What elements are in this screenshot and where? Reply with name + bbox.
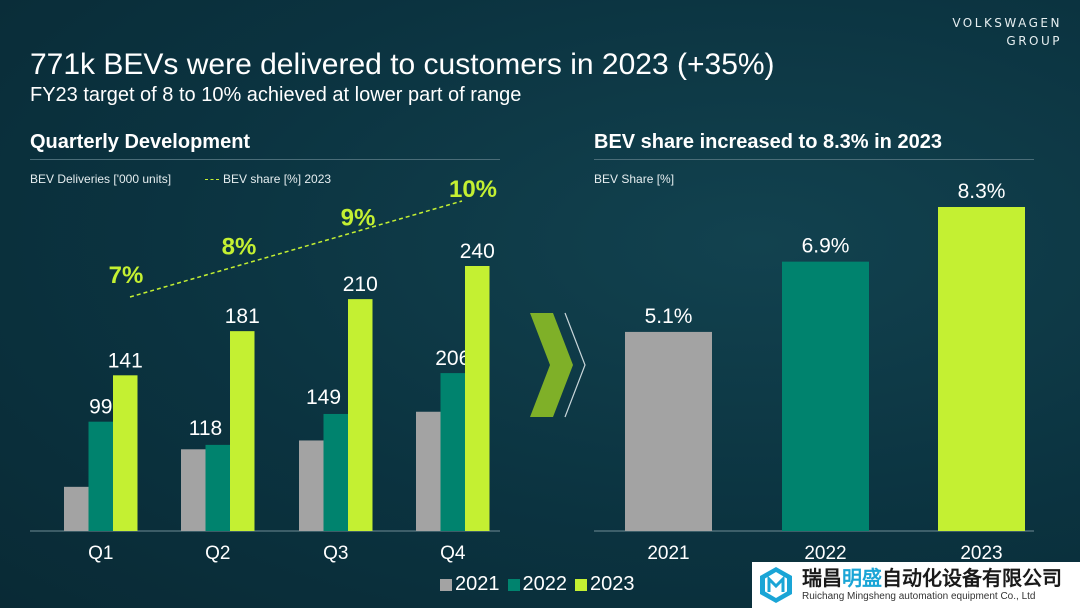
bar-q1-2022 [88,421,113,531]
bar-share-2022 [782,261,869,531]
data-label-q1-2023: 141 [108,349,143,372]
page-subtitle: FY23 target of 8 to 10% achieved at lowe… [30,84,522,106]
share-label-q3: 9% [341,205,376,232]
data-label-q2-2023: 181 [225,305,260,328]
data-label-share-2022: 6.9% [802,235,850,258]
bar-q4-2022 [440,373,465,531]
bar-q2-2021 [181,449,206,531]
x-tick-q3: Q3 [323,543,348,564]
x-tick-2021: 2021 [647,543,689,564]
data-label-q1-2022: 99 [89,396,112,419]
legend-swatch-2021 [440,578,452,591]
x-tick-q2: Q2 [205,543,230,564]
legend-label-2022: 2022 [522,573,568,595]
bar-q4-2021 [416,411,441,531]
data-label-q3-2023: 210 [343,273,378,296]
left-section-title: Quarterly Development [30,131,251,153]
share-bar-chart: 5.1% 2021 6.9% 2022 8.3% 2023 [594,180,1034,564]
legend-label-2021: 2021 [455,573,500,595]
bar-q2-2022 [205,444,230,531]
brand-logo: VOLKSWAGEN GROUP [952,14,1062,50]
legend-item-2021: 2021 [440,573,500,596]
share-legend-swatch [205,179,219,180]
left-units-label: BEV Deliveries ['000 units] [30,172,172,186]
right-units-label: BEV Share [%] [594,172,675,186]
data-label-share-2023: 8.3% [958,180,1006,203]
chart-legend: 2021 2022 2023 [440,573,637,596]
right-section-title: BEV share increased to 8.3% in 2023 [594,131,942,153]
bar-q2-2023 [230,331,255,531]
bar-q1-2021 [64,486,89,531]
bar-q4-2023 [465,266,490,531]
x-tick-2022: 2022 [804,543,846,564]
share-label-q1: 7% [109,262,144,289]
bar-q3-2021 [299,440,324,531]
x-tick-q1: Q1 [88,543,113,564]
brand-line-1: VOLKSWAGEN [952,16,1062,30]
share-label-q2: 8% [222,233,257,260]
bar-q1-2023 [113,375,138,531]
chevron-arrow-icon [530,312,586,418]
legend-item-2022: 2022 [507,573,568,596]
x-tick-q4: Q4 [440,543,466,564]
data-label-q2-group: 118 [189,417,222,440]
bar-q3-2023 [348,299,373,531]
data-label-share-2021: 5.1% [645,305,693,328]
watermark-company-en: Ruichang Mingsheng automation equipment … [802,591,1036,602]
share-legend-label: BEV share [%] 2023 [223,172,332,186]
right-divider [594,159,1034,160]
x-tick-2023: 2023 [960,543,1002,564]
legend-swatch-2023 [575,578,587,591]
watermark-company-cn: 瑞昌明盛自动化设备有限公司 [802,566,1062,590]
data-label-q4-2023: 240 [460,240,495,263]
watermark-logo-icon [760,567,792,603]
legend-label-2023: 2023 [590,573,635,595]
watermark-banner: 瑞昌明盛自动化设备有限公司 Ruichang Mingsheng automat… [752,562,1080,608]
legend-item-2023: 2023 [575,573,635,596]
page-title: 771k BEVs were delivered to customers in… [30,48,775,81]
bar-q3-2022 [323,413,348,531]
legend-swatch-2022 [507,578,520,591]
bev-share-trend-line [129,200,463,298]
data-label-q3-group: 149 [306,386,341,409]
data-label-q4-2022: 206 [435,347,470,370]
bar-share-2021 [625,331,712,531]
share-label-q4: 10% [449,176,497,203]
brand-line-2: GROUP [1006,34,1062,48]
quarterly-bar-chart: 99 141 Q1 181 118 Q2 210 149 Q3 206 240 Q4 7% 8% 9% 10% [30,176,500,564]
left-divider [30,159,500,160]
bar-share-2023 [938,207,1025,531]
